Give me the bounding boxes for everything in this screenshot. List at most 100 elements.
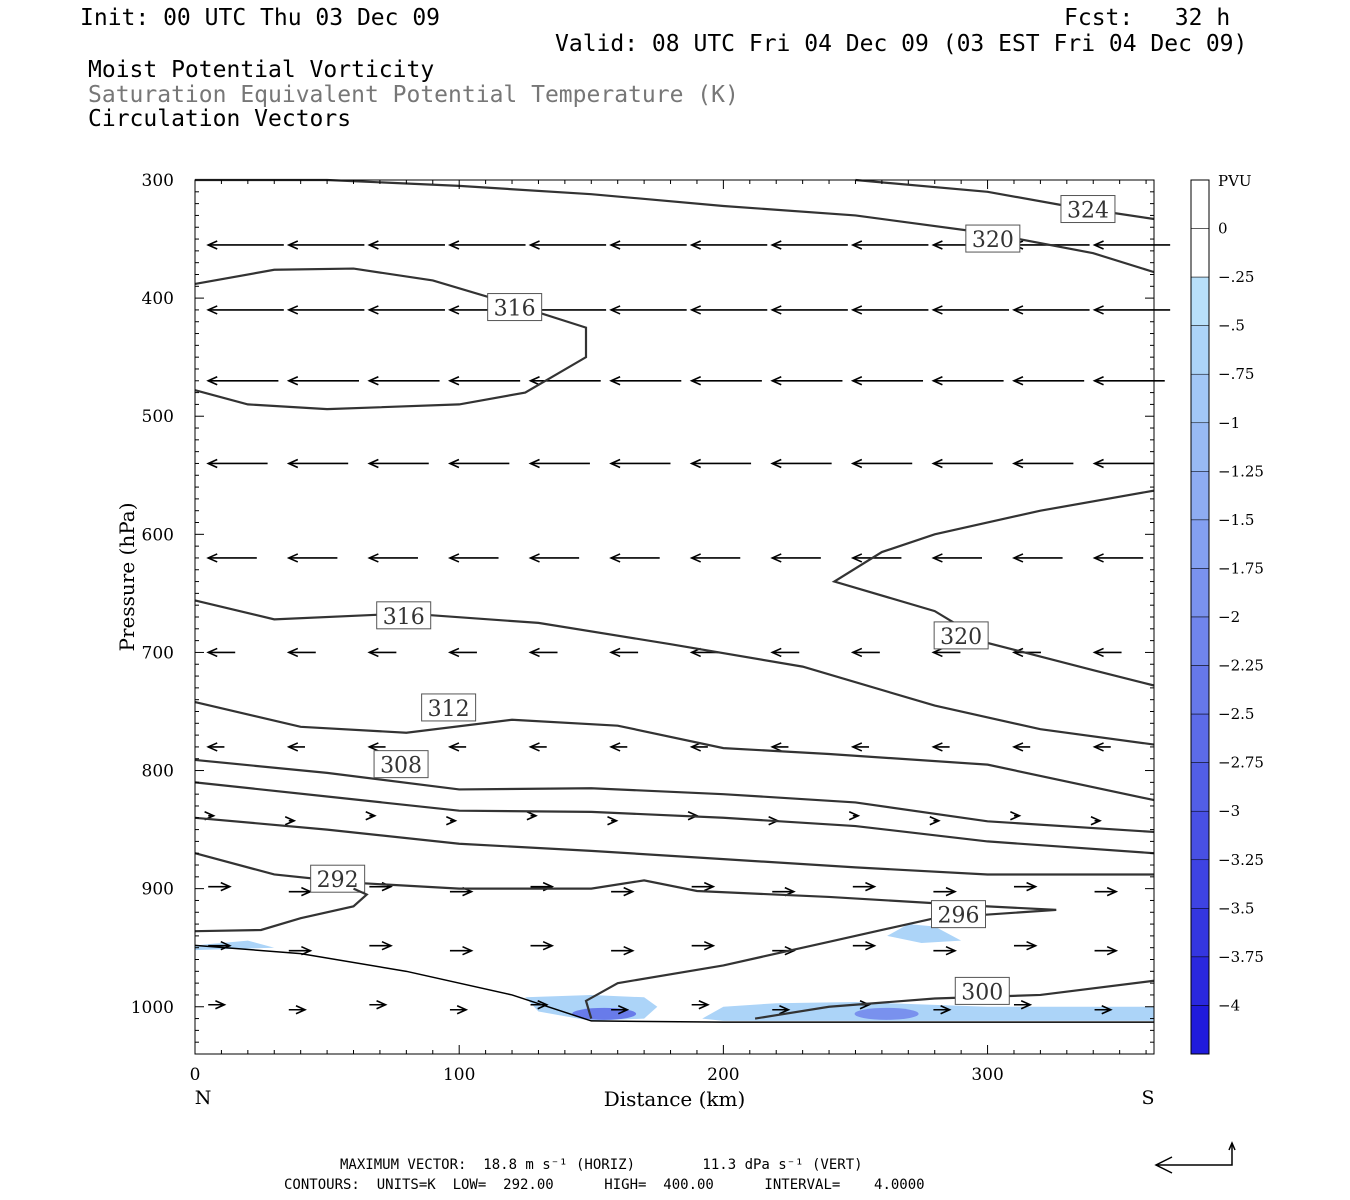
circulation-vector [528, 553, 580, 563]
circulation-vector [528, 458, 590, 469]
circulation-vector [852, 940, 877, 951]
colorbar-frame [1190, 179, 1210, 1055]
circulation-vector [286, 647, 316, 658]
contour-label-box [965, 224, 1021, 253]
circulation-vector [772, 1005, 791, 1015]
y-tick-label: 900 [142, 880, 174, 900]
circulation-vector [931, 458, 993, 469]
colorbar-level-label: −1.5 [1218, 511, 1254, 529]
contour-line [194, 599, 1155, 746]
x-tick-label: 0 [190, 1065, 201, 1085]
circulation-vector [770, 742, 789, 752]
colorbar-swatch [1190, 956, 1210, 1006]
circulation-vector [528, 376, 601, 386]
circulation-vector [931, 305, 1010, 315]
y-tick-label: 1000 [131, 998, 174, 1018]
circulation-vector [770, 305, 848, 315]
circulation-vector [528, 647, 558, 658]
contour-label-box [310, 864, 366, 893]
circulation-vector [850, 376, 924, 386]
circulation-vector [929, 816, 941, 826]
circulation-vector [286, 742, 305, 752]
colorbar-swatch [1190, 616, 1210, 666]
circulation-vector [449, 1005, 469, 1015]
circulation-vector [850, 240, 929, 250]
contour-label-box [421, 693, 477, 722]
circulation-vector [1012, 458, 1074, 469]
circulation-vector [609, 553, 660, 563]
colorbar: PVU 0 −.25 −.5 −.75 −1 −1.25 −1.5 −1.75 −2 −2.25 −2… [1190, 172, 1264, 1055]
circulation-vector [206, 647, 236, 658]
contour-label: 324 [1067, 199, 1109, 224]
contour-label: 316 [383, 605, 425, 630]
circulation-vector [286, 305, 365, 315]
circulation-vector [611, 886, 635, 897]
circulation-vector [206, 742, 225, 752]
contour-line [194, 816, 1154, 876]
contours-note: CONTOURS: UNITS=K LOW= 292.00 HIGH= 400.… [284, 1177, 925, 1193]
colorbar-level-label: −.5 [1218, 317, 1245, 335]
circulation-vector [689, 742, 708, 752]
circulation-vector [689, 376, 762, 386]
colorbar-level-label: −2 [1218, 608, 1240, 626]
circulation-vector [1092, 240, 1171, 250]
contour-line [194, 852, 1057, 1019]
circulation-vector [367, 376, 440, 386]
colorbar-level-label: −2.5 [1218, 705, 1254, 723]
title-vectors: Circulation Vectors [88, 106, 352, 132]
circulation-vector [1092, 742, 1111, 752]
contour-line [194, 887, 369, 933]
circulation-vector [609, 742, 628, 752]
circulation-vector [931, 376, 1004, 386]
circulation-vector [609, 376, 682, 386]
circulation-vector [931, 647, 961, 658]
colorbar-level-label: −1 [1218, 414, 1240, 432]
axes-layer: 300 400 500 600 700 800 900 1000 0 100 200 300 N S Dis… [115, 171, 1155, 1111]
circulation-vector [691, 881, 716, 892]
contour-label: 320 [940, 625, 982, 650]
contour-label-box [954, 976, 1010, 1005]
colorbar-level-label: −3.25 [1218, 851, 1264, 869]
x-tick-label: 300 [971, 1065, 1003, 1085]
circulation-vector [611, 1005, 630, 1015]
circulation-vector [1012, 305, 1090, 315]
theta-es-contours-layer: 324 320 316 320 316 312 308 292 296 300 [194, 178, 1155, 1020]
colorbar-level-label: 0 [1218, 220, 1228, 238]
valid-time: Valid: 08 UTC Fri 04 Dec 09 (03 EST Fri … [555, 31, 1248, 57]
pv-shading-layer [195, 924, 1154, 1021]
circulation-vector [367, 553, 418, 563]
circulation-vector [848, 811, 861, 821]
contour-label: 296 [938, 904, 980, 929]
colorbar-swatch [1190, 373, 1210, 424]
circulation-vector [1012, 742, 1031, 752]
circulation-vector [770, 458, 832, 469]
colorbar-swatch [1190, 713, 1210, 763]
circulation-vector [1092, 305, 1171, 315]
colorbar-swatch [1190, 519, 1210, 569]
circulation-vector [367, 458, 429, 469]
circulation-vector [447, 458, 510, 469]
circulation-vector [770, 553, 821, 563]
surface-line [194, 944, 1154, 1023]
colorbar-swatch [1190, 276, 1210, 326]
pv-core-2 [854, 1007, 919, 1020]
circulation-vector [691, 940, 716, 951]
circulation-vector [447, 553, 499, 563]
circulation-vector [449, 945, 474, 956]
circulation-vector [850, 553, 902, 563]
contour-line [194, 758, 1155, 834]
contour-label-box [933, 621, 989, 650]
y-tick-label: 500 [142, 407, 174, 427]
max-vector-note: MAXIMUM VECTOR: 18.8 m s⁻¹ (HORIZ) 11.3 … [340, 1157, 863, 1173]
circulation-vector [206, 553, 257, 563]
x-tick-label: 200 [707, 1065, 739, 1085]
circulation-vector [286, 376, 359, 386]
circulation-vector [1092, 553, 1144, 563]
circulation-vector [286, 240, 365, 250]
contour-label-box [373, 750, 429, 779]
contour-line [194, 700, 1155, 802]
circulation-vector [206, 376, 279, 386]
colorbar-swatch [1190, 810, 1210, 861]
colorbar-swatch [1190, 665, 1210, 715]
